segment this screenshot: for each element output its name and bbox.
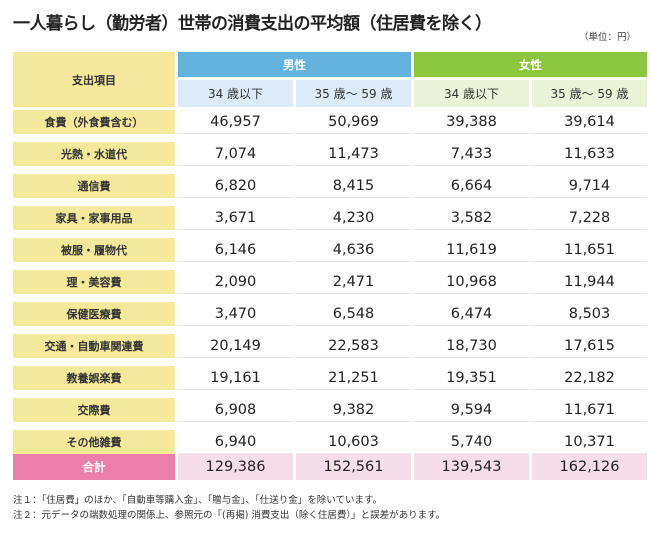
header-male: 男性 — [178, 52, 411, 77]
table-cell: 2,090 — [178, 270, 293, 294]
row-label: 保健医療費 — [13, 302, 175, 326]
row-label: 家具・家事用品 — [13, 206, 175, 230]
table-cell: 3,582 — [414, 206, 529, 230]
header-female-35-59: 35 歳～ 59 歳 — [532, 80, 647, 107]
table-cell: 18,730 — [414, 334, 529, 358]
row-label: 被服・履物代 — [13, 238, 175, 262]
table-cell: 6,820 — [178, 174, 293, 198]
table-cell: 6,940 — [178, 430, 293, 454]
total-row: 合計 129,386 152,561 139,543 162,126 — [13, 454, 647, 480]
table-cell: 11,651 — [532, 238, 647, 262]
table-cell: 6,908 — [178, 398, 293, 422]
table-cell: 21,251 — [296, 366, 411, 390]
table-body: 食費（外食費含む） 46,957 50,969 39,388 39,614 光熱… — [13, 110, 647, 454]
row-label: その他雑費 — [13, 430, 175, 454]
table-header: 支出項目 男性 女性 34 歳以下 35 歳～ 59 歳 34 歳以下 35 歳… — [13, 52, 647, 107]
table-cell: 6,548 — [296, 302, 411, 326]
table-cell: 7,228 — [532, 206, 647, 230]
row-label: 光熱・水道代 — [13, 142, 175, 166]
table-cell: 5,740 — [414, 430, 529, 454]
total-cell: 162,126 — [532, 454, 647, 480]
row-label: 交際費 — [13, 398, 175, 422]
total-label: 合計 — [13, 454, 175, 480]
row-label: 教養娯楽費 — [13, 366, 175, 390]
header-male-35-59: 35 歳～ 59 歳 — [296, 80, 411, 107]
table-cell: 11,944 — [532, 270, 647, 294]
total-cell: 139,543 — [414, 454, 529, 480]
header-male-under-34: 34 歳以下 — [178, 80, 293, 107]
table-cell: 3,671 — [178, 206, 293, 230]
header-female: 女性 — [414, 52, 647, 77]
row-label: 通信費 — [13, 174, 175, 198]
table-cell: 7,433 — [414, 142, 529, 166]
table-cell: 8,503 — [532, 302, 647, 326]
table-cell: 10,371 — [532, 430, 647, 454]
table-cell: 19,161 — [178, 366, 293, 390]
table-cell: 11,473 — [296, 142, 411, 166]
table-cell: 9,594 — [414, 398, 529, 422]
table-cell: 11,633 — [532, 142, 647, 166]
table-cell: 7,074 — [178, 142, 293, 166]
table-cell: 6,664 — [414, 174, 529, 198]
table-cell: 9,382 — [296, 398, 411, 422]
table-cell: 39,614 — [532, 110, 647, 134]
header-item: 支出項目 — [13, 52, 175, 107]
table-cell: 11,619 — [414, 238, 529, 262]
table-cell: 9,714 — [532, 174, 647, 198]
row-label: 理・美容費 — [13, 270, 175, 294]
footnotes: 注１：「住居費」のほか、「自動車等購入金」、「贈与金」、「仕送り金」を除いていま… — [13, 493, 445, 523]
table-cell: 46,957 — [178, 110, 293, 134]
total-cell: 129,386 — [178, 454, 293, 480]
table-cell: 11,671 — [532, 398, 647, 422]
table-cell: 20,149 — [178, 334, 293, 358]
footnote-2: 注２：元データの端数処理の関係上、参照元の「(再掲) 消費支出（除く住居費）」と… — [13, 510, 446, 521]
table-cell: 6,474 — [414, 302, 529, 326]
table-cell: 6,146 — [178, 238, 293, 262]
table-cell: 22,583 — [296, 334, 411, 358]
footnote-1: 注１：「住居費」のほか、「自動車等購入金」、「贈与金」、「仕送り金」を除いていま… — [13, 495, 383, 506]
table-cell: 2,471 — [296, 270, 411, 294]
table-cell: 10,968 — [414, 270, 529, 294]
row-label: 食費（外食費含む） — [13, 110, 175, 134]
table-cell: 50,969 — [296, 110, 411, 134]
row-label: 交通・自動車関連費 — [13, 334, 175, 358]
table-cell: 17,615 — [532, 334, 647, 358]
table-cell: 4,230 — [296, 206, 411, 230]
total-cell: 152,561 — [296, 454, 411, 480]
table-cell: 19,351 — [414, 366, 529, 390]
table-cell: 39,388 — [414, 110, 529, 134]
page-title: 一人暮らし（勤労者）世帯の消費支出の平均額（住居費を除く） — [13, 14, 492, 34]
table-cell: 10,603 — [296, 430, 411, 454]
table-cell: 3,470 — [178, 302, 293, 326]
header-female-under-34: 34 歳以下 — [414, 80, 529, 107]
table-cell: 22,182 — [532, 366, 647, 390]
table-cell: 8,415 — [296, 174, 411, 198]
unit-label: （単位：円） — [578, 32, 636, 43]
table-cell: 4,636 — [296, 238, 411, 262]
